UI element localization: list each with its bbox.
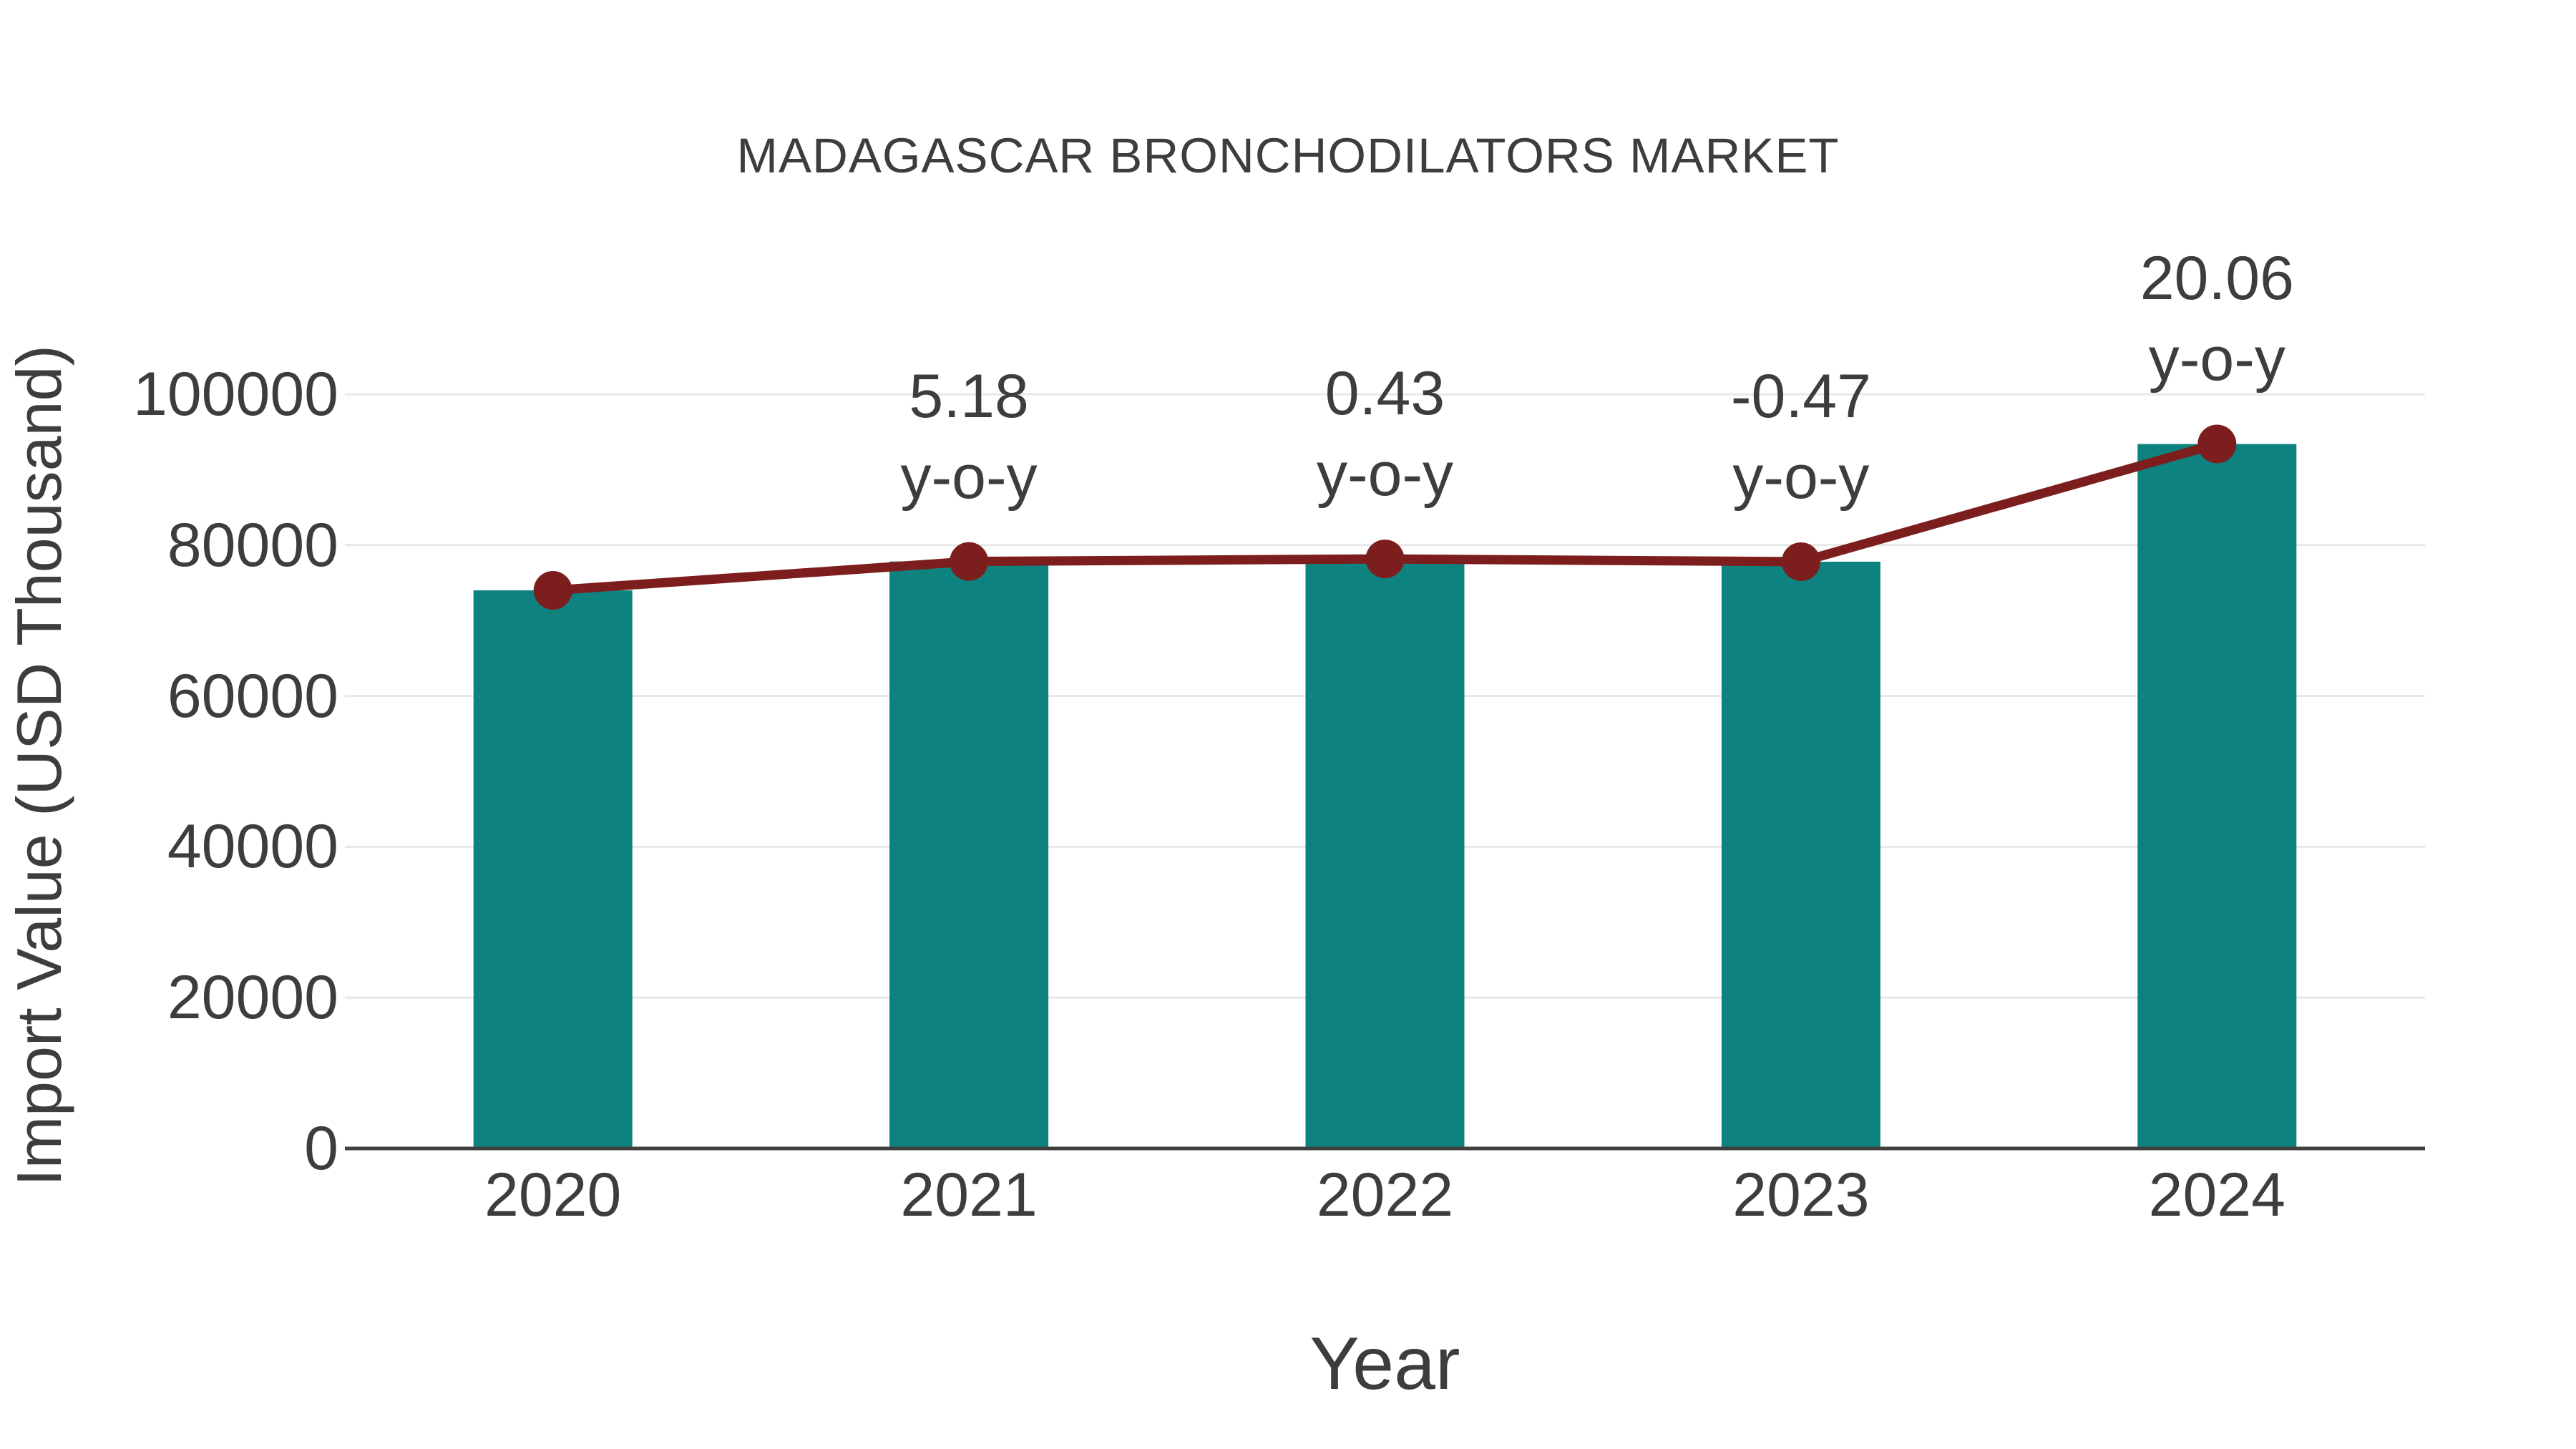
y-tick-label-20000: 20000 [167,963,338,1033]
y-tick-label-60000: 60000 [167,661,338,731]
x-tick-label-2021: 2021 [900,1161,1038,1229]
annotation-2022: 0.43 y-o-y [1156,353,1614,515]
trend-marker-2020 [533,571,572,610]
annotation-suffix: y-o-y [900,442,1038,512]
trend-marker-2024 [2197,424,2237,464]
annotation-suffix: y-o-y [1732,442,1870,512]
trend-marker-2021 [950,542,989,581]
chart-title: MADAGASCAR BRONCHODILATORS MARKET [736,128,1840,183]
bar-2022 [1305,559,1465,1148]
x-tick-label-2022: 2022 [1316,1161,1454,1229]
annotation-2023: -0.47 y-o-y [1572,356,2030,518]
x-tick-label-2023: 2023 [1732,1161,1870,1229]
y-tick-label-40000: 40000 [167,812,338,882]
bar-2021 [889,561,1049,1148]
annotation-value: 5.18 [909,361,1029,431]
y-tick-label-100000: 100000 [133,360,338,429]
trend-marker-2022 [1365,540,1405,579]
y-axis-title: Import Value (USD Thousand) [4,345,74,1186]
x-tick-label-2020: 2020 [484,1161,622,1229]
x-tick-label-2024: 2024 [2148,1161,2285,1229]
trend-marker-2023 [1781,542,1820,581]
annotation-value: 20.06 [2140,244,2294,313]
annotation-suffix: y-o-y [1316,440,1454,509]
annotation-value: 0.43 [1324,359,1445,429]
y-tick-label-0: 0 [304,1114,338,1183]
annotation-2021: 5.18 y-o-y [740,356,1198,518]
annotation-value: -0.47 [1730,361,1871,431]
bar-2020 [473,590,633,1148]
annotation-2024: 20.06 y-o-y [1988,238,2446,400]
x-axis-title: Year [1309,1322,1460,1405]
annotation-suffix: y-o-y [2148,325,2285,394]
y-tick-label-80000: 80000 [167,510,338,580]
bar-2023 [1721,561,1880,1148]
bar-2024 [2137,444,2297,1148]
